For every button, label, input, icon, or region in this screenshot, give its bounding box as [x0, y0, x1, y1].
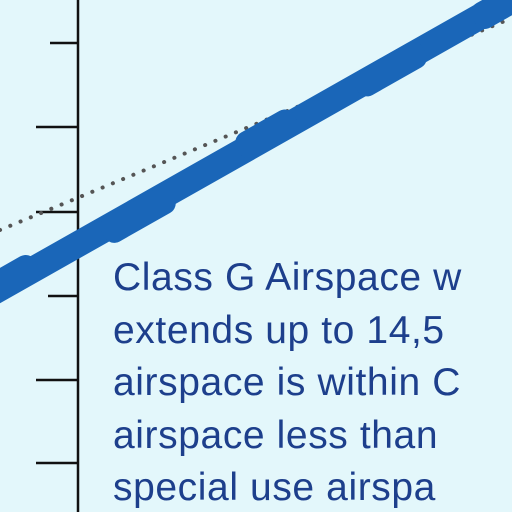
- dotted-boundary-line: [0, 16, 512, 232]
- caption-line: extends up to 14,5: [113, 308, 445, 352]
- boundary-segments: [0, 0, 512, 297]
- boundary-segment: [470, 0, 512, 29]
- boundary-segment: [100, 187, 176, 243]
- axis-ticks: [36, 41, 78, 465]
- boundary-segment: [0, 255, 40, 297]
- caption-line: airspace less than: [113, 413, 439, 457]
- caption-line: special use airspa: [113, 466, 436, 509]
- caption-line: airspace is within C: [113, 361, 461, 404]
- caption-line: Class G Airspace w: [113, 256, 462, 299]
- boundary-segment: [235, 109, 299, 159]
- airspace-caption: Class G Airspace w extends up to 14,5 ai…: [113, 252, 462, 512]
- boundary-segment: [353, 41, 427, 97]
